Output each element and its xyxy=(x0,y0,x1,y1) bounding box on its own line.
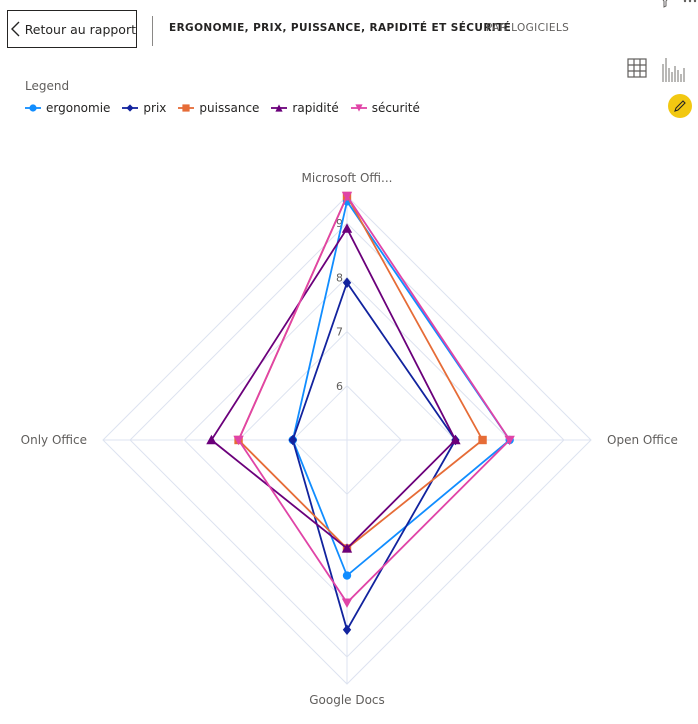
legend-marker-icon xyxy=(178,104,195,112)
axis-label-0: Microsoft Offi... xyxy=(302,171,393,185)
data-point-sécurité-3 xyxy=(233,435,244,446)
data-point-rapidité-0 xyxy=(341,223,353,233)
legend-label: puissance xyxy=(199,101,260,115)
data-point-prix-0 xyxy=(342,277,352,288)
legend-label: prix xyxy=(143,101,167,115)
legend-title: Legend xyxy=(25,79,70,93)
series-line-ergonomie xyxy=(291,199,511,578)
table-view-icon[interactable] xyxy=(625,56,649,80)
data-point-rapidité-1 xyxy=(450,434,461,445)
bar-chart-view-icon[interactable] xyxy=(660,56,688,84)
data-point-rapidité-2 xyxy=(341,543,353,553)
data-point-sécurité-2 xyxy=(341,598,353,608)
legend-item-ergonomie[interactable]: ergonomie xyxy=(25,101,110,115)
legend-item-prix[interactable]: prix xyxy=(122,101,166,115)
header-divider xyxy=(152,16,153,46)
data-point-puissance-1 xyxy=(478,435,487,445)
legend-marker-icon xyxy=(122,104,139,112)
axis-label-1: Open Office xyxy=(607,433,678,447)
axis-label-2: Google Docs xyxy=(309,693,385,707)
legend-marker-icon xyxy=(25,104,41,112)
axis-label-3: Only Office xyxy=(21,433,87,447)
visual-subtitle: PAR LOGICIELS xyxy=(486,22,570,34)
legend-label: ergonomie xyxy=(46,101,111,115)
legend-marker-icon xyxy=(350,104,367,112)
tick-label-2: 8 xyxy=(336,271,343,284)
legend-item-sécurité[interactable]: sécurité xyxy=(350,101,420,115)
legend-label: sécurité xyxy=(371,101,420,115)
legend-item-puissance[interactable]: puissance xyxy=(178,101,259,115)
radar-chart: 6 7 8 9 Microsoft Offi... Open Office Google D… xyxy=(21,171,678,707)
data-point-prix-2 xyxy=(342,624,352,635)
visual-title: ERGONOMIE, PRIX, PUISSANCE, RAPIDITÉ ET … xyxy=(169,22,512,34)
data-point-prix-3 xyxy=(288,434,297,446)
data-point-rapidité-3 xyxy=(206,434,217,445)
more-options-icon[interactable] xyxy=(682,0,698,8)
legend-item-rapidité[interactable]: rapidité xyxy=(271,101,339,115)
chevron-left-icon xyxy=(8,11,25,47)
data-point-sécurité-1 xyxy=(504,435,515,446)
chart-legend: ergonomie prix puissance rapidité sécurité xyxy=(25,101,420,115)
tick-label-1: 7 xyxy=(336,326,343,339)
legend-label: rapidité xyxy=(292,101,339,115)
tick-label-0: 6 xyxy=(336,380,343,393)
pencil-icon xyxy=(674,100,686,112)
data-point-ergonomie-2 xyxy=(342,571,352,580)
back-to-report-label: Retour au rapport xyxy=(24,21,136,37)
tick-label-3: 9 xyxy=(336,217,343,230)
filter-icon[interactable] xyxy=(658,0,672,8)
data-point-sécurité-0 xyxy=(341,191,353,202)
back-to-report-button[interactable]: Retour au rapport xyxy=(7,10,137,48)
visual-header-icons xyxy=(658,0,698,8)
legend-marker-icon xyxy=(271,104,288,112)
edit-pencil-button[interactable] xyxy=(668,94,692,118)
